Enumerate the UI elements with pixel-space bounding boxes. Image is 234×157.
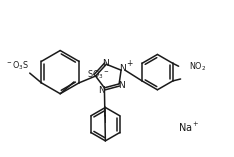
Text: $\mathsf{{}^-O_3S}$: $\mathsf{{}^-O_3S}$ [5,60,29,72]
Text: $\mathsf{NO_2}$: $\mathsf{NO_2}$ [189,61,207,73]
Text: +: + [126,59,132,68]
Text: N: N [119,64,125,73]
Text: N: N [118,81,124,90]
Text: N: N [102,59,109,68]
Text: $\mathsf{SO_3{}^-}$: $\mathsf{SO_3{}^-}$ [87,68,109,81]
Text: I: I [104,115,107,125]
Text: Na$\mathsf{^+}$: Na$\mathsf{^+}$ [178,121,200,134]
Text: N: N [98,86,105,95]
